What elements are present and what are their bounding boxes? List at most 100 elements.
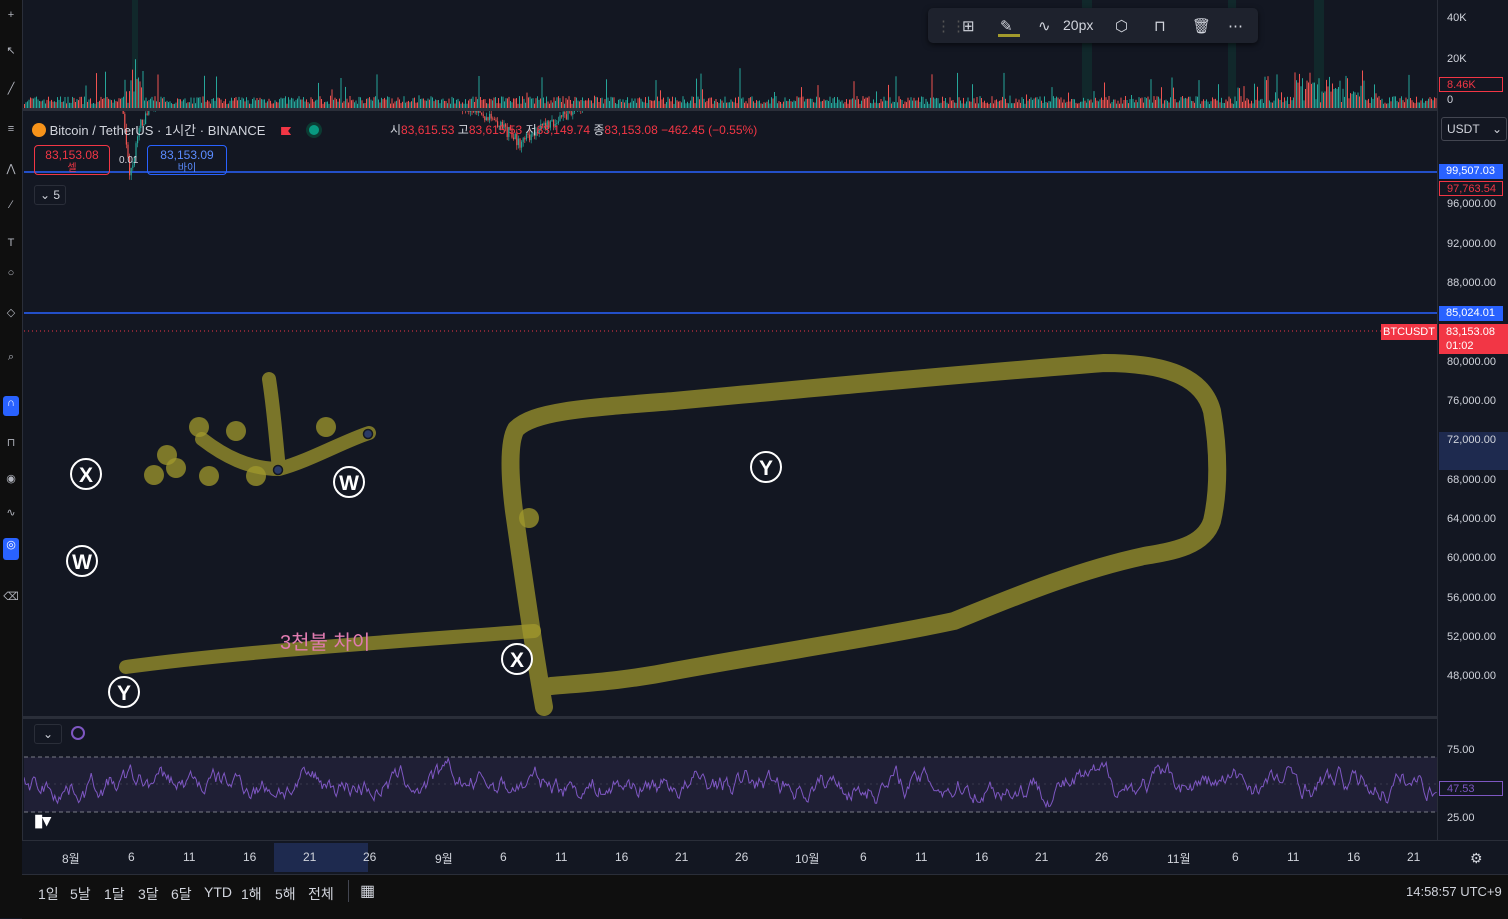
drag-handle-icon[interactable]: ⋮⋮ <box>936 18 966 35</box>
range-button[interactable]: 1해 <box>241 886 262 902</box>
volume-bar <box>418 95 420 108</box>
rsi-collapse-button[interactable]: ⌄ <box>34 724 62 744</box>
time-axis[interactable] <box>22 840 1508 875</box>
volume-bar <box>1300 86 1302 108</box>
volume-bar <box>37 99 39 108</box>
range-button[interactable]: 6달 <box>171 886 192 902</box>
templates-icon[interactable]: ⊞ <box>962 18 975 35</box>
wave-label-y[interactable]: Y <box>750 451 782 483</box>
volume-bar <box>972 84 973 108</box>
volume-bar <box>96 73 97 108</box>
pane-separator[interactable] <box>22 108 1508 111</box>
range-button[interactable]: 3달 <box>138 886 159 902</box>
volume-bar <box>721 100 723 108</box>
volume-bar <box>748 98 750 108</box>
trendline-icon[interactable]: ╱ <box>7 83 15 95</box>
volume-bar <box>187 102 189 108</box>
volume-bar <box>772 98 774 108</box>
candle-body <box>540 123 542 131</box>
wave-label-w[interactable]: W <box>333 466 365 498</box>
settings-hex-icon[interactable]: ⬡ <box>1115 18 1129 35</box>
volume-bar <box>25 102 27 108</box>
more-icon[interactable]: ⋯ <box>1228 18 1243 35</box>
cursor-icon[interactable]: ↖ <box>6 45 16 57</box>
volume-bar <box>61 102 63 108</box>
volume-bar <box>330 95 331 108</box>
volume-bar <box>1128 103 1129 108</box>
lock-icon[interactable]: ⊓ <box>1154 18 1166 35</box>
text-annotation[interactable]: 3천불 차이 <box>280 632 371 654</box>
volume-bar <box>361 100 363 108</box>
wave-label-y[interactable]: Y <box>108 676 140 708</box>
volume-bar <box>1231 103 1233 108</box>
tradingview-logo-icon[interactable]: ▮▾ <box>34 811 51 830</box>
trash-icon[interactable]: ⌫ <box>3 591 19 603</box>
volume-last-tag: 8.46K <box>1439 77 1503 92</box>
magnet-icon[interactable]: ∩ <box>3 396 19 416</box>
volume-bar <box>420 99 421 108</box>
volume-bar <box>1224 103 1225 108</box>
wave-label-x[interactable]: X <box>70 458 102 490</box>
range-button[interactable]: 1일 <box>38 886 59 902</box>
calendar-goto-icon[interactable]: ▦ <box>360 883 376 900</box>
pane-separator-rsi[interactable] <box>22 716 1508 719</box>
buy-button[interactable]: 83,153.09 바이 <box>147 145 227 175</box>
lock-icon[interactable]: ⊓ <box>6 437 16 449</box>
volume-bar <box>292 98 294 108</box>
sell-button[interactable]: 83,153.08 셀 <box>34 145 110 175</box>
candle-body <box>506 126 508 137</box>
volume-bar <box>651 100 652 108</box>
volume-bar <box>273 103 274 108</box>
price-chart[interactable] <box>24 111 1437 716</box>
currency-select[interactable]: USDT ⌄ <box>1441 117 1507 141</box>
volume-bar <box>1185 97 1186 108</box>
emoji-icon[interactable]: ○ <box>7 267 15 279</box>
trash-icon[interactable]: 🗑 <box>1192 18 1212 35</box>
wave-label-x[interactable]: X <box>501 643 533 675</box>
brush-dot <box>166 458 186 478</box>
volume-bar <box>1386 103 1387 108</box>
text-icon[interactable]: T <box>7 237 15 249</box>
time-axis-label: 6 <box>128 850 135 864</box>
range-button[interactable]: YTD <box>204 884 232 900</box>
candle-body <box>124 113 126 128</box>
line-width-value[interactable]: 20px <box>1063 17 1094 33</box>
show-objects-icon[interactable]: ◎ <box>3 538 19 560</box>
chevron-down-icon: ⌄ <box>39 188 54 202</box>
timezone-clock[interactable]: 14:58:57 UTC+9 <box>1406 884 1502 899</box>
zoom-icon[interactable]: ⌕ <box>7 351 15 363</box>
volume-bar <box>1305 89 1306 108</box>
pencil-color-icon[interactable]: ✎ <box>1000 18 1013 35</box>
brush-icon[interactable]: ∕ <box>10 199 12 211</box>
stay-drawing-icon[interactable]: ∿ <box>6 507 16 519</box>
fib-icon[interactable]: ≡ <box>7 123 15 135</box>
line-width-icon[interactable]: ∿ <box>1038 18 1051 35</box>
volume-bar <box>843 103 844 108</box>
symbol-title[interactable]: Bitcoin / TetherUS · 1시간 · BINANCE <box>49 123 266 138</box>
candle-body <box>468 111 470 112</box>
volume-bar <box>1179 100 1180 108</box>
wave-label-w[interactable]: W <box>66 545 98 577</box>
volume-bar <box>48 96 49 108</box>
symbol-legend[interactable]: Bitcoin / TetherUS · 1시간 · BINANCE <box>32 120 319 138</box>
range-button[interactable]: 5해 <box>275 886 296 902</box>
volume-bar <box>1149 99 1150 108</box>
low-value: 83,149.74 <box>536 123 590 137</box>
volume-bar <box>831 103 832 108</box>
eye-icon[interactable]: ◉ <box>6 473 16 485</box>
range-button[interactable]: 1달 <box>104 886 125 902</box>
volume-bar <box>1326 79 1327 108</box>
measure-icon[interactable]: ◇ <box>6 307 16 319</box>
flag-icon[interactable] <box>281 127 292 135</box>
volume-bar <box>513 98 514 108</box>
volume-bar <box>354 102 355 108</box>
crosshair-icon[interactable]: + <box>7 9 15 21</box>
range-button[interactable]: 전체 <box>308 886 334 902</box>
pattern-icon[interactable]: ⋀ <box>6 163 16 175</box>
volume-bar <box>1117 100 1119 108</box>
range-button[interactable]: 5날 <box>70 886 91 902</box>
settings-gear-icon[interactable]: ⚙ <box>1470 850 1483 866</box>
indicators-collapse-button[interactable]: ⌄ 5 <box>34 185 66 205</box>
volume-bar <box>702 89 703 108</box>
volume-bar <box>996 99 997 108</box>
